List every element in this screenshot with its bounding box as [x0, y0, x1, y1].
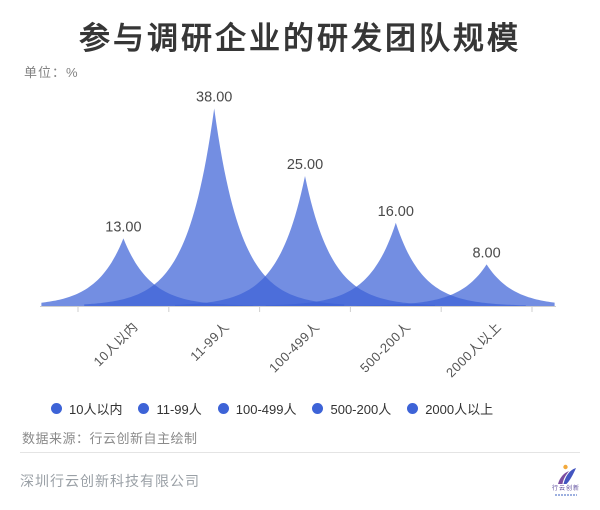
legend-dot-icon: [312, 403, 324, 414]
logo-mark-icon: [558, 464, 576, 484]
x-axis-label: 11-99人: [187, 319, 232, 364]
value-label: 38.00: [196, 89, 232, 105]
legend-dot-icon: [138, 403, 150, 414]
legend-item-2[interactable]: 100-499人: [217, 399, 297, 418]
peak-series-4: [356, 264, 555, 306]
x-axis-label: 500-200人: [357, 319, 414, 376]
peak-series-2: [175, 176, 435, 306]
value-label: 13.00: [105, 219, 141, 235]
peaks-chart-svg: 13.00 38.00 25.00 16.00 8.00: [40, 89, 556, 312]
legend-item-0[interactable]: 10人以内: [51, 399, 122, 418]
legend: 10人以内 11-99人 100-499人 500-200人 2000人以上: [51, 399, 493, 418]
logo-text: 行云创新: [551, 486, 580, 492]
legend-dot-icon: [51, 403, 62, 414]
company-logo: 行云创新: [548, 464, 584, 496]
legend-item-3[interactable]: 500-200人: [312, 399, 391, 418]
logo-subtext-decoration: [555, 494, 577, 496]
chart-area: 13.00 38.00 25.00 16.00 8.00 10人以内 11-99人 100-…: [0, 80, 600, 380]
peak-series-3: [265, 222, 526, 306]
value-label: 8.00: [472, 245, 500, 261]
legend-label: 10人以内: [69, 402, 123, 417]
legend-dot-icon: [407, 403, 419, 414]
chart-title: 参与调研企业的研发团队规模: [79, 21, 521, 56]
x-axis-labels: 10人以内 11-99人 100-499人 500-200人 2000人以上: [0, 80, 600, 380]
legend-label: 2000人以上: [425, 402, 494, 417]
value-label: 16.00: [378, 204, 414, 220]
legend-item-1[interactable]: 11-99人: [138, 399, 202, 418]
source-note: 数据来源：行云创新自主绘制: [22, 431, 198, 446]
peak-series-0: [41, 238, 254, 306]
legend-label: 500-200人: [330, 402, 392, 417]
legend-label: 100-499人: [235, 402, 297, 417]
x-axis-label: 2000人以上: [443, 319, 505, 381]
legend-item-4[interactable]: 2000人以上: [407, 399, 493, 418]
value-label: 25.00: [287, 157, 323, 173]
divider: [20, 452, 580, 453]
x-axis-label: 10人以内: [90, 319, 142, 370]
unit-label: 单位：%: [24, 65, 79, 80]
legend-label: 11-99人: [156, 402, 202, 417]
company-name: 深圳行云创新科技有限公司: [20, 473, 200, 489]
peak-series-1: [84, 108, 345, 307]
legend-dot-icon: [217, 403, 229, 414]
x-axis-label: 100-499人: [266, 319, 323, 376]
